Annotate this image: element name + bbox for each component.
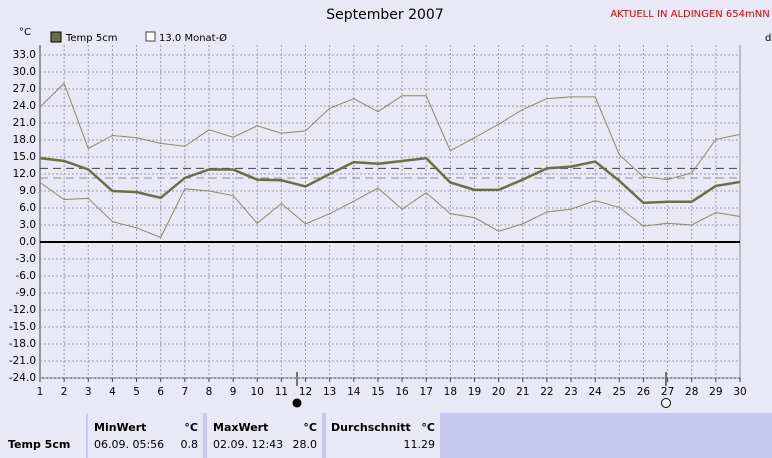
x-tick-label: 18 (444, 386, 457, 398)
y-tick-label: -6.0 (16, 270, 37, 282)
x-tick-label: 2 (61, 386, 68, 398)
column-header: MaxWert (213, 421, 268, 434)
x-tick-label: 20 (492, 386, 505, 398)
x-tick-label: 29 (709, 386, 722, 398)
y-tick-label: -9.0 (16, 287, 37, 299)
table-cell (207, 413, 322, 458)
row-label: Temp 5cm (8, 438, 70, 451)
x-tick-label: 1 (37, 386, 44, 398)
max-line (39, 82, 741, 181)
x-tick-label: 11 (275, 386, 288, 398)
x-tick-label: 3 (85, 386, 92, 398)
x-tick-label: 12 (299, 386, 312, 398)
x-tick-label: 13 (323, 386, 336, 398)
x-tick-label: 17 (420, 386, 433, 398)
cell-value: 0.8 (181, 438, 199, 451)
cell-value: 28.0 (293, 438, 318, 451)
legend-label: Temp 5cm (65, 33, 117, 44)
y-tick-label: -15.0 (9, 321, 36, 333)
series-line (39, 156, 741, 205)
y-tick-label: -24.0 (9, 372, 36, 384)
y-tick-label: 9.0 (19, 185, 36, 197)
cell-value: 11.29 (404, 438, 436, 451)
column-header: MinWert (94, 421, 146, 434)
x-tick-label: 27 (661, 386, 674, 398)
column-unit: °C (303, 421, 317, 434)
y-tick-label: 27.0 (13, 83, 36, 95)
x-tick-label: 7 (181, 386, 188, 398)
x-tick-label: 24 (588, 386, 602, 398)
x-tick-label: 22 (540, 386, 553, 398)
notice: AKTUELL IN ALDINGEN 654mNN (610, 9, 769, 20)
y-tick-label: 21.0 (13, 117, 36, 129)
y-tick-label: 33.0 (13, 49, 36, 61)
y-tick-label: -12.0 (9, 304, 36, 316)
table-cell (0, 413, 86, 458)
y-tick-label: 15.0 (13, 151, 36, 163)
cell-time: 06.09. 05:56 (94, 438, 164, 451)
x-tick-label: 10 (251, 386, 264, 398)
new-moon-icon (661, 398, 671, 408)
legend-label: 13.0 Monat-Ø (159, 32, 227, 44)
y-tick-label: -21.0 (9, 355, 36, 367)
column-header: Durchschnitt (331, 421, 411, 434)
y-tick-label: 0.0 (19, 236, 36, 248)
table-cell (88, 413, 203, 458)
legend-swatch (50, 31, 62, 43)
x-unit: d (765, 33, 771, 44)
x-tick-label: 23 (564, 386, 577, 398)
x-tick-label: 16 (395, 386, 409, 398)
x-tick-label: 25 (613, 386, 626, 398)
x-tick-label: 21 (516, 386, 529, 398)
x-tick-label: 4 (109, 386, 116, 398)
min-line (39, 182, 741, 239)
x-tick-label: 26 (637, 386, 651, 398)
y-tick-label: 24.0 (13, 100, 36, 112)
y-tick-label: -18.0 (9, 338, 36, 350)
column-unit: °C (184, 421, 198, 434)
y-tick-label: 12.0 (13, 168, 36, 180)
y-tick-label: 18.0 (13, 134, 36, 146)
x-tick-label: 15 (371, 386, 384, 398)
legend-swatch (145, 31, 156, 42)
x-tick-label: 30 (733, 386, 746, 398)
cell-time: 02.09. 12:43 (213, 438, 283, 451)
column-unit: °C (421, 421, 435, 434)
x-tick-label: 8 (206, 386, 213, 398)
chart-title: September 2007 (326, 7, 443, 23)
x-tick-label: 9 (230, 386, 237, 398)
y-tick-label: 3.0 (19, 219, 36, 231)
x-tick-label: 28 (685, 386, 698, 398)
x-tick-label: 14 (347, 386, 361, 398)
x-tick-label: 6 (157, 386, 164, 398)
y-unit: °C (19, 27, 31, 38)
y-tick-label: 6.0 (19, 202, 36, 214)
x-tick-label: 5 (133, 386, 140, 398)
y-tick-label: -3.0 (16, 253, 37, 265)
full-moon-icon (292, 398, 302, 408)
x-tick-label: 19 (468, 386, 481, 398)
table-cell (326, 413, 440, 458)
y-tick-label: 30.0 (13, 66, 36, 78)
